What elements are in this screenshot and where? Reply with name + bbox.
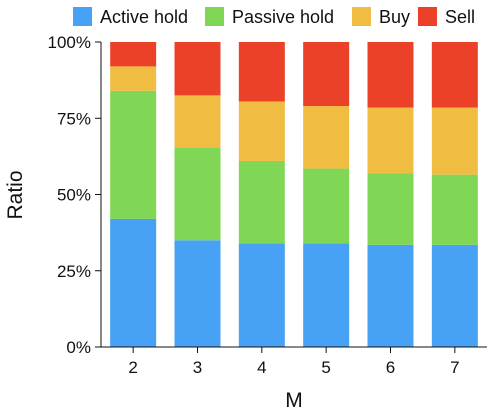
bar-segment-passive-hold-m7 [431, 174, 478, 245]
legend: Active hold Passive hold Buy Sell [73, 7, 475, 27]
y-tick-label: 100% [48, 33, 91, 52]
bar-segment-buy-m2 [110, 66, 157, 91]
bar-segment-active-hold-m3 [174, 240, 221, 347]
bar-segment-sell-m3 [174, 42, 221, 96]
bar-segment-sell-m2 [110, 42, 157, 67]
bar-segment-passive-hold-m3 [174, 147, 221, 241]
bar-segment-buy-m7 [431, 107, 478, 175]
x-tick-label: 3 [193, 358, 202, 377]
x-tick-label: 7 [450, 358, 459, 377]
bar-segment-passive-hold-m6 [367, 173, 414, 245]
x-tick-label: 5 [321, 358, 330, 377]
bar-segment-active-hold-m5 [303, 243, 350, 347]
y-axis-title: Ratio [4, 170, 27, 219]
legend-label-active-hold: Active hold [100, 7, 188, 27]
bar-segment-active-hold-m6 [367, 244, 414, 347]
legend-label-buy: Buy [379, 7, 410, 27]
legend-swatch-passive-hold [205, 7, 224, 26]
bar-segment-active-hold-m4 [238, 243, 285, 347]
x-axis-title: M [285, 389, 303, 412]
x-tick-label: 2 [128, 358, 137, 377]
bar-segment-passive-hold-m5 [303, 168, 350, 244]
bar-segment-sell-m5 [303, 42, 350, 107]
legend-swatch-sell [418, 7, 437, 26]
bar-segment-buy-m3 [174, 95, 221, 148]
bar-segment-active-hold-m7 [431, 244, 478, 347]
legend-swatch-buy [352, 7, 371, 26]
bar-segment-sell-m6 [367, 42, 414, 108]
legend-swatch-active-hold [73, 7, 92, 26]
bar-segment-buy-m4 [238, 101, 285, 161]
bar-segment-buy-m6 [367, 107, 414, 174]
bar-segment-passive-hold-m2 [110, 90, 157, 219]
legend-label-passive-hold: Passive hold [232, 7, 334, 27]
y-tick-label: 0% [66, 338, 91, 357]
y-tick-label: 75% [57, 109, 91, 128]
bars [110, 42, 478, 347]
bar-segment-sell-m7 [431, 42, 478, 108]
bar-segment-buy-m5 [303, 106, 350, 169]
y-tick-label: 50% [57, 186, 91, 205]
x-tick-label: 4 [257, 358, 266, 377]
y-tick-label: 25% [57, 262, 91, 281]
bar-segment-active-hold-m2 [110, 218, 157, 347]
y-axis: 0% 25% 50% 75% 100% [48, 33, 102, 357]
bar-segment-sell-m4 [238, 42, 285, 102]
legend-label-sell: Sell [445, 7, 475, 27]
x-axis: 2 3 4 5 6 7 [101, 346, 487, 377]
bar-segment-passive-hold-m4 [238, 160, 285, 244]
x-tick-label: 6 [386, 358, 395, 377]
